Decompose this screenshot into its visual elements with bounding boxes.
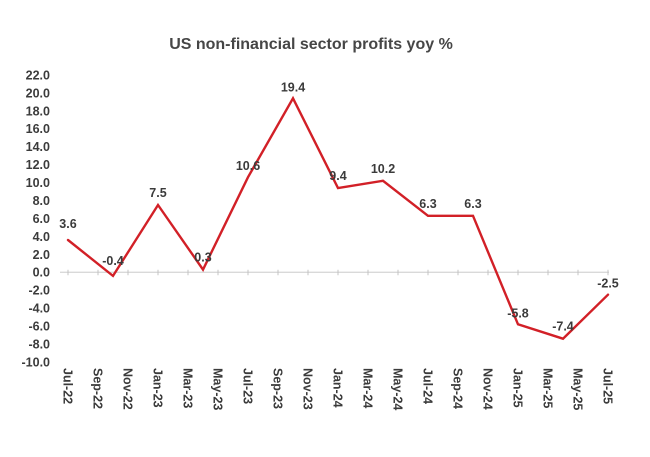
y-tick-label: 2.0 — [33, 248, 50, 262]
data-label: 10.2 — [371, 162, 395, 176]
y-tick-label: -8.0 — [28, 337, 50, 351]
data-label: 9.4 — [329, 169, 346, 183]
x-tick-label: Jul-25 — [601, 368, 615, 404]
y-tick-label: -6.0 — [28, 320, 50, 334]
data-label: 6.3 — [419, 197, 436, 211]
series-line — [66, 95, 610, 341]
x-tick-label: Jul-23 — [241, 368, 255, 404]
x-tick-label: May-25 — [571, 368, 585, 410]
x-tick-label: Nov-23 — [301, 368, 315, 410]
x-tick-label: Jan-23 — [151, 368, 165, 408]
y-tick-label: 18.0 — [26, 104, 50, 118]
data-label: -0.4 — [102, 254, 124, 268]
x-tick-label: May-23 — [211, 368, 225, 410]
y-tick-label: 0.0 — [33, 266, 50, 280]
x-tick-label: Mar-24 — [361, 368, 375, 408]
y-tick-label: 14.0 — [26, 140, 50, 154]
data-label: 0.3 — [194, 251, 211, 265]
data-label: 19.4 — [281, 80, 305, 94]
y-tick-label: 16.0 — [26, 122, 50, 136]
y-tick-label: 6.0 — [33, 212, 50, 226]
y-tick-label: 20.0 — [26, 86, 50, 100]
data-label: -7.4 — [552, 320, 574, 334]
data-label: -5.8 — [507, 306, 529, 320]
y-tick-label: -4.0 — [28, 302, 50, 316]
y-tick-label: 8.0 — [33, 194, 50, 208]
x-tick-label: Mar-25 — [541, 368, 555, 408]
x-tick-label: Jul-22 — [61, 368, 75, 404]
y-tick-label: 12.0 — [26, 158, 50, 172]
x-tick-label: May-24 — [391, 368, 405, 410]
x-tick-label: Jan-24 — [331, 368, 345, 408]
y-tick-label: 4.0 — [33, 230, 50, 244]
x-tick-label: Nov-24 — [481, 368, 495, 410]
x-tick-label: Mar-23 — [181, 368, 195, 408]
data-label: -2.5 — [597, 277, 619, 291]
data-label: 7.5 — [149, 186, 166, 200]
chart-title: US non-financial sector profits yoy % — [169, 36, 453, 53]
y-tick-label: 22.0 — [26, 68, 50, 82]
x-tick-label: Sep-22 — [91, 368, 105, 409]
x-tick-label: Jul-24 — [421, 368, 435, 404]
data-label: 3.6 — [59, 217, 76, 231]
x-tick-label: Nov-22 — [121, 368, 135, 410]
x-tick-label: Jan-25 — [511, 368, 525, 408]
x-tick-label: Sep-24 — [451, 368, 465, 409]
y-tick-label: -2.0 — [28, 284, 50, 298]
data-label: 6.3 — [464, 197, 481, 211]
y-tick-label: 10.0 — [26, 176, 50, 190]
data-label: 10.6 — [236, 159, 260, 173]
y-tick-label: -10.0 — [22, 355, 51, 369]
x-tick-label: Sep-23 — [271, 368, 285, 409]
